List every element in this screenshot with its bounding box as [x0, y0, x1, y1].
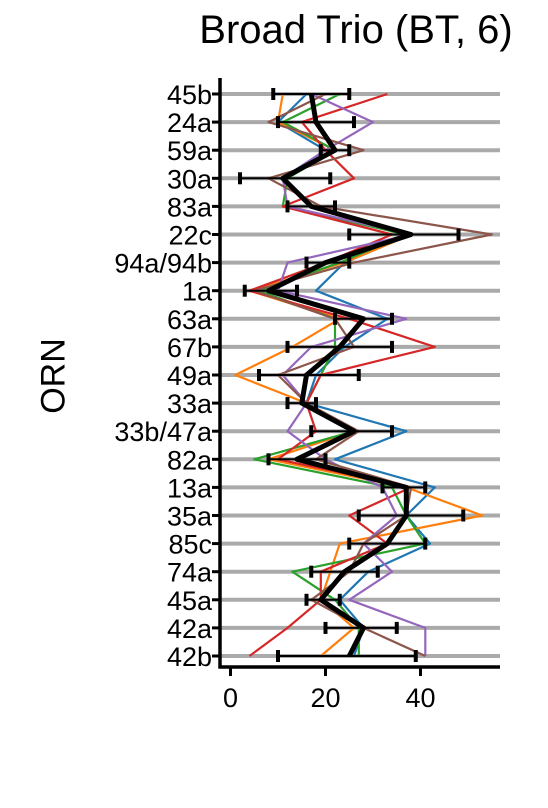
y-tick-label: 33b/47a — [114, 417, 213, 447]
y-tick-label: 22c — [168, 221, 212, 251]
y-tick-label: 1a — [182, 277, 213, 307]
y-tick-label: 33a — [167, 389, 213, 419]
x-tick-label: 0 — [223, 683, 238, 713]
y-tick-label: 74a — [167, 558, 213, 588]
y-tick-label: 42b — [167, 642, 212, 672]
x-tick-label: 20 — [310, 683, 340, 713]
y-axis-label: ORN — [34, 338, 73, 414]
y-tick-label: 35a — [167, 502, 213, 532]
y-tick-label: 45b — [167, 80, 212, 110]
y-tick-label: 49a — [167, 361, 213, 391]
y-tick-label: 24a — [167, 108, 213, 138]
y-tick-label: 94a/94b — [114, 249, 212, 279]
y-tick-label: 45a — [167, 586, 213, 616]
y-tick-label: 85c — [168, 530, 212, 560]
tick-labels: 45b24a59a30a83a22c94a/94b1a63a67b49a33a3… — [114, 80, 435, 713]
y-tick-label: 82a — [167, 445, 213, 475]
mean-series — [266, 93, 414, 658]
y-tick-label: 83a — [167, 192, 213, 222]
chart-title: Broad Trio (BT, 6) — [199, 8, 513, 52]
y-tick-label: 13a — [167, 473, 213, 503]
y-tick-label: 63a — [167, 305, 213, 335]
y-tick-label: 67b — [167, 333, 212, 363]
axes — [218, 78, 500, 669]
x-tick-label: 40 — [405, 683, 435, 713]
mean-line — [266, 93, 414, 658]
y-tick-label: 42a — [167, 614, 213, 644]
y-tick-label: 59a — [167, 136, 213, 166]
y-tick-label: 30a — [167, 164, 213, 194]
